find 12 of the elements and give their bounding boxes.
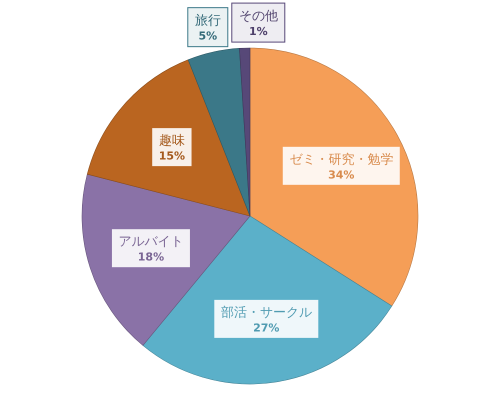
- slice-label: アルバイト: [118, 234, 184, 250]
- data-label: 27%: [253, 321, 280, 334]
- slice-label: ゼミ・研究・勉学: [289, 152, 394, 168]
- slice-label: 旅行: [194, 14, 221, 29]
- data-label: 15%: [158, 150, 186, 163]
- slice-label: その他: [238, 9, 278, 24]
- data-label: 5%: [198, 30, 218, 43]
- slice-label: 部活・サークル: [220, 305, 312, 320]
- data-label: 1%: [248, 25, 268, 38]
- data-label: 18%: [138, 250, 164, 264]
- slice-label: 趣味: [158, 134, 185, 149]
- data-label: 34%: [328, 168, 354, 182]
